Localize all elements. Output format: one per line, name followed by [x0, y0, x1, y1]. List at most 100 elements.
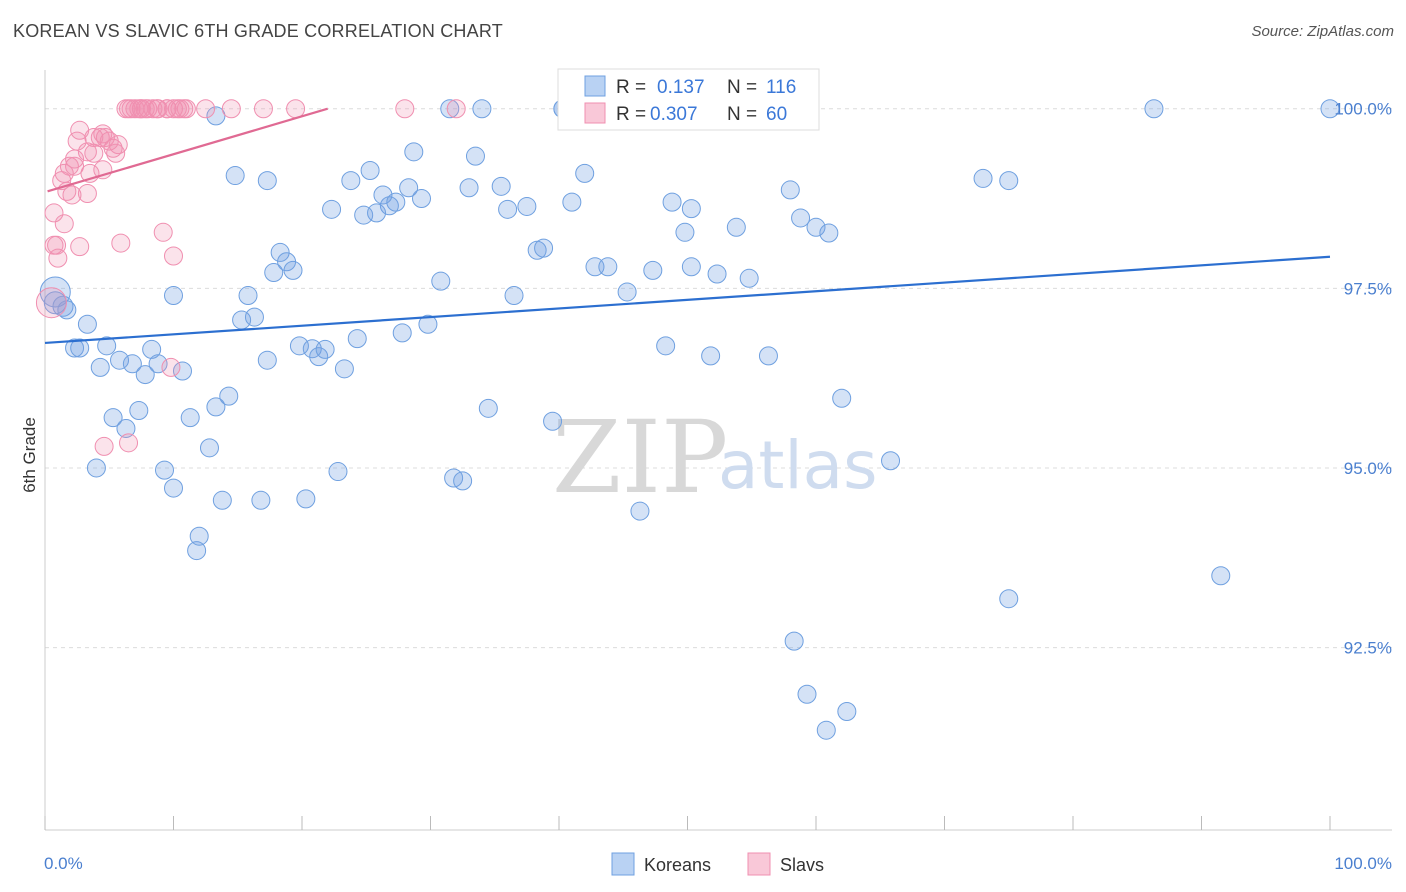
slav-point — [153, 222, 173, 242]
korean-point — [681, 257, 701, 277]
korean-point — [206, 106, 226, 126]
korean-point — [504, 286, 524, 306]
korean-point — [459, 178, 479, 198]
korean-point — [472, 99, 492, 119]
y-tick-label: 92.5% — [1344, 639, 1392, 658]
watermark: ZIP atlas — [552, 399, 878, 516]
slav-point — [93, 124, 113, 144]
korean-point — [283, 260, 303, 280]
korean-point — [347, 329, 367, 349]
y-tick-label: 100.0% — [1334, 100, 1392, 119]
bottom-legend-swatch-koreans — [611, 852, 635, 876]
korean-point — [412, 189, 432, 209]
slav-trend-line — [47, 107, 329, 193]
korean-point — [296, 489, 316, 509]
legend-r-value: 0.307 — [650, 104, 698, 125]
korean-point — [465, 146, 485, 166]
korean-point — [797, 684, 817, 704]
korean-point — [116, 418, 136, 438]
korean-point — [122, 354, 142, 374]
slav-point — [103, 138, 123, 158]
legend-swatch-koreans — [584, 75, 606, 97]
korean-point — [543, 411, 563, 431]
korean-point — [315, 339, 335, 359]
korean-point — [999, 589, 1019, 609]
korean-point — [617, 282, 637, 302]
slav-point — [147, 99, 167, 119]
legend-n-label: N = — [727, 77, 757, 98]
bottom-legend-slavs: Slavs — [780, 855, 824, 875]
korean-point — [758, 346, 778, 366]
legend-r-value: 0.137 — [657, 77, 705, 98]
korean-point — [598, 257, 618, 277]
korean-point — [328, 462, 348, 482]
korean-point — [819, 223, 839, 243]
korean-point — [257, 171, 277, 191]
slav-point — [253, 99, 273, 119]
korean-point — [244, 307, 264, 327]
korean-point — [780, 180, 800, 200]
korean-point — [643, 260, 663, 280]
data-points — [35, 99, 1340, 740]
korean-point — [662, 192, 682, 212]
slav-point — [77, 184, 97, 204]
legend-r-label: R = — [616, 77, 646, 98]
korean-point — [431, 271, 451, 291]
legend-r-label: R = — [616, 104, 646, 125]
legend-n-label: N = — [727, 104, 757, 125]
slav-point — [77, 142, 97, 162]
korean-point — [630, 501, 650, 521]
korean-point — [341, 171, 361, 191]
korean-point — [164, 286, 183, 306]
korean-point — [77, 314, 97, 334]
x-tick-label: 100.0% — [1334, 854, 1392, 873]
korean-point — [135, 365, 155, 385]
slav-point — [157, 99, 177, 119]
korean-point — [575, 163, 595, 183]
slav-point — [174, 99, 194, 119]
source-label: Source: ZipAtlas.com — [1251, 23, 1394, 40]
korean-point — [155, 460, 175, 480]
legend-n-value: 116 — [766, 77, 796, 98]
korean-point — [837, 702, 857, 722]
slav-point — [111, 233, 131, 253]
slav-point — [84, 143, 104, 163]
axes — [44, 70, 1392, 831]
korean-point — [399, 178, 419, 198]
korean-point — [129, 400, 149, 420]
korean-point — [832, 388, 852, 408]
korean-point — [97, 336, 117, 356]
slav-point — [48, 248, 68, 268]
korean-point — [70, 338, 90, 358]
gridlines — [45, 108, 1392, 649]
korean-point — [453, 471, 473, 491]
korean-point — [199, 438, 219, 458]
korean-point — [289, 336, 309, 356]
watermark-atlas: atlas — [718, 427, 878, 504]
slav-point — [221, 99, 241, 119]
korean-point — [264, 263, 284, 283]
korean-point — [270, 242, 290, 262]
trend-lines — [44, 107, 1331, 345]
korean-point — [251, 490, 271, 510]
slav-point — [108, 135, 128, 155]
slav-point — [35, 287, 67, 319]
korean-point — [418, 314, 438, 334]
y-tick-label: 95.0% — [1344, 459, 1392, 478]
korean-point — [681, 199, 701, 219]
korean-point — [701, 346, 721, 366]
korean-point — [148, 354, 168, 374]
korean-point — [103, 408, 123, 428]
legend-swatch-slavs — [584, 102, 606, 124]
korean-point — [90, 357, 110, 377]
korean-point — [219, 386, 239, 406]
korean-point — [392, 323, 412, 343]
bottom-legend-koreans: Koreans — [644, 855, 711, 875]
korean-point — [675, 222, 695, 242]
korean-point — [726, 217, 746, 237]
korean-point — [404, 142, 424, 162]
korean-point — [322, 199, 342, 219]
korean-point — [309, 347, 329, 367]
korean-point — [379, 196, 399, 216]
korean-point — [57, 300, 77, 320]
